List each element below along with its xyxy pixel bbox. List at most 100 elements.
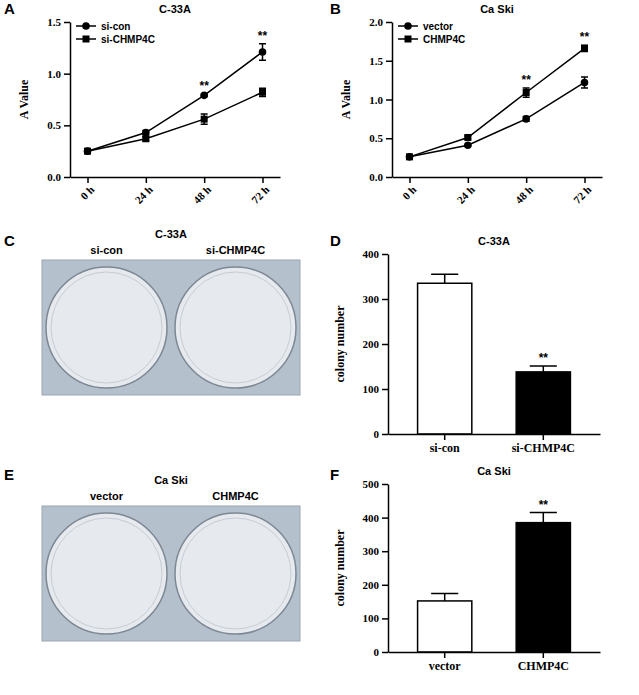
panel: 0100200300400si-consi-CHMP4C**C-33Acolon… <box>333 235 601 455</box>
tick-label: 0.0 <box>47 171 61 183</box>
axis: 0100200300400500 <box>363 478 389 658</box>
tick-label: 24 h <box>454 183 477 206</box>
axis-line <box>389 434 601 436</box>
tick: 0 h <box>400 177 419 202</box>
tick-mark <box>64 125 70 127</box>
panel-letter: E <box>4 466 14 483</box>
data-point <box>406 153 413 160</box>
tick: 100 <box>363 383 389 395</box>
tick: 48 h <box>191 177 214 206</box>
tick-label: 400 <box>363 248 380 260</box>
dish <box>175 513 296 634</box>
error-bar <box>259 44 266 61</box>
tick: 100 <box>363 612 389 624</box>
error-bar <box>259 88 266 96</box>
panel: Ca SkivectorCHMP4C <box>42 474 300 641</box>
tick: si-con <box>430 434 460 455</box>
tick-label: 0 <box>374 428 380 440</box>
tick-mark <box>468 177 470 183</box>
tick-mark <box>382 254 388 256</box>
axis: vectorCHMP4C <box>389 652 601 673</box>
image-label: si-con <box>90 244 123 256</box>
legend-marker <box>83 36 90 43</box>
tick-label: 0.0 <box>369 171 383 183</box>
tick-label: 0.5 <box>47 119 61 131</box>
data-point <box>464 141 472 149</box>
tick-label: 0 <box>374 646 380 658</box>
tick: 72 h <box>249 177 272 206</box>
tick-mark <box>382 299 388 301</box>
dish <box>46 267 167 388</box>
series-line <box>88 52 263 151</box>
tick-mark <box>543 652 545 658</box>
legend-label: si-CHMP4C <box>101 34 155 45</box>
tick-mark <box>386 138 392 140</box>
tick-label: 0 h <box>400 183 419 202</box>
tick-mark <box>382 344 388 346</box>
panel-letter: A <box>4 0 15 17</box>
panel-letter: D <box>330 232 341 249</box>
data-point <box>142 135 149 142</box>
tick-mark <box>444 434 446 440</box>
error-bar <box>201 114 208 124</box>
annotation: ** <box>521 73 531 87</box>
plot-area <box>406 45 589 161</box>
tick-label: 100 <box>363 612 380 624</box>
tick: 24 h <box>454 177 477 206</box>
dish-rim <box>51 272 162 383</box>
axis: 0 h24 h48 h72 h <box>393 177 603 206</box>
tick-label: 200 <box>363 338 380 350</box>
data-point <box>259 48 267 56</box>
error-bar <box>431 594 458 601</box>
legend: si-consi-CHMP4C <box>76 21 155 45</box>
axis: 0.00.51.01.5 <box>47 16 70 183</box>
error-bar <box>581 45 588 51</box>
tick-label: si-CHMP4C <box>512 441 575 455</box>
image-label: CHMP4C <box>212 490 259 502</box>
tick: 400 <box>363 248 389 260</box>
data-point <box>581 79 589 87</box>
data-point <box>84 147 92 155</box>
tick: 0 <box>374 428 389 440</box>
error-bar <box>530 513 557 523</box>
tick: 1.5 <box>369 55 392 67</box>
panel: C-33Asi-consi-CHMP4C <box>42 228 300 395</box>
tick-mark <box>386 61 392 63</box>
tick: 24 h <box>132 177 155 206</box>
tick-mark <box>382 434 388 436</box>
tick-label: 2.0 <box>369 16 383 28</box>
error-bar <box>523 88 530 97</box>
tick-label: 100 <box>363 383 380 395</box>
data-point <box>522 115 530 123</box>
bar <box>516 372 570 434</box>
axis: 0100200300400 <box>363 248 389 440</box>
tick: 0.0 <box>369 171 392 183</box>
tick-label: 48 h <box>191 183 214 206</box>
image-label: vector <box>90 490 124 502</box>
tick: 1.0 <box>369 94 392 106</box>
axis-line <box>70 23 72 178</box>
bar <box>516 523 570 652</box>
tick-label: 0 h <box>78 183 97 202</box>
annotation: ** <box>539 351 549 365</box>
axis-line <box>71 177 281 179</box>
tick: CHMP4C <box>518 652 569 673</box>
tick-label: CHMP4C <box>518 659 569 673</box>
tick: 0.0 <box>47 171 70 183</box>
annotation: ** <box>199 79 209 93</box>
tick: 2.0 <box>369 16 392 28</box>
tick: 0.5 <box>47 119 70 131</box>
error-bar <box>431 274 458 283</box>
panel-letter: F <box>330 466 339 483</box>
tick: 400 <box>363 512 389 524</box>
tick: 200 <box>363 338 389 350</box>
title: C-33A <box>159 3 191 15</box>
dish <box>175 267 296 388</box>
tick-label: 48 h <box>513 183 536 206</box>
image-label: si-CHMP4C <box>206 244 265 256</box>
tick-label: 400 <box>363 512 380 524</box>
tick-mark <box>262 177 264 183</box>
dish <box>46 513 167 634</box>
data-point <box>142 129 150 137</box>
plot-area <box>418 274 571 434</box>
